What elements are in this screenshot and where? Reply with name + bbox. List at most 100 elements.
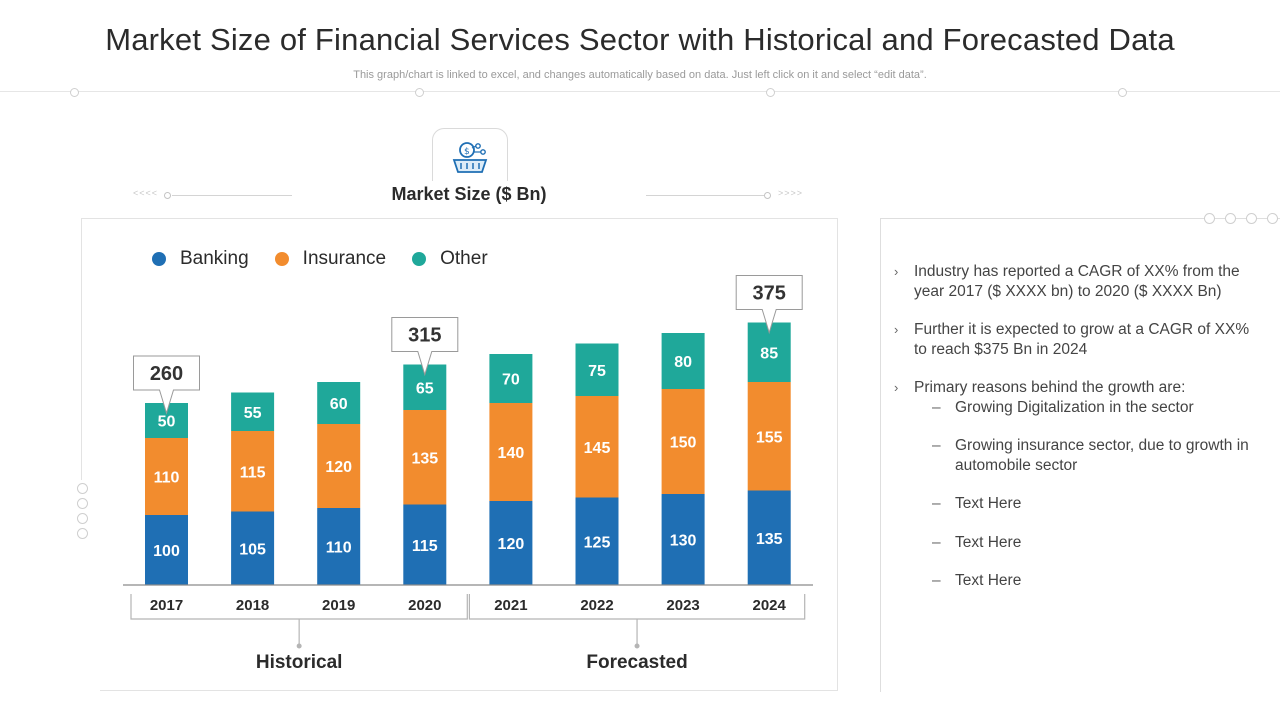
sub-list-item: – Text Here — [932, 533, 1254, 553]
sub-list-item: – Text Here — [932, 494, 1254, 514]
sub-marker: – — [932, 572, 941, 589]
bar-segment-banking — [231, 511, 275, 585]
list-item: › Further it is expected to grow at a CA… — [894, 320, 1254, 359]
sub-text: Growing Digitalization in the sector — [955, 398, 1194, 416]
data-label: 75 — [588, 363, 606, 380]
data-label: 50 — [158, 414, 176, 431]
bar-segment-insurance — [747, 382, 791, 491]
x-tick-label: 2024 — [753, 597, 787, 614]
data-label: 140 — [498, 445, 525, 462]
bar-segment-insurance — [317, 424, 361, 508]
bar-segment-other — [317, 382, 361, 424]
total-label: 375 — [753, 283, 786, 305]
x-tick-label: 2020 — [408, 597, 441, 614]
list-item: › Industry has reported a CAGR of XX% fr… — [894, 262, 1254, 301]
data-label: 80 — [674, 354, 692, 371]
legend-swatch — [274, 252, 289, 266]
bar-segment-banking — [489, 501, 533, 585]
data-label: 110 — [326, 540, 352, 557]
data-label: 55 — [244, 405, 262, 422]
bullet-text: Industry has reported a CAGR of XX% from… — [914, 263, 1240, 300]
bar-segment-insurance — [403, 410, 447, 505]
data-label: 145 — [584, 440, 611, 457]
sub-text: Growing insurance sector, due to growth … — [955, 437, 1249, 474]
sub-text: Text Here — [955, 572, 1022, 589]
data-label: 120 — [498, 536, 525, 553]
side-dot — [77, 498, 88, 509]
x-tick-label: 2019 — [322, 597, 355, 614]
heading-line-left — [172, 195, 292, 196]
data-label: 150 — [670, 435, 697, 452]
header-divider — [0, 91, 1280, 92]
page-subtitle: This graph/chart is linked to excel, and… — [353, 69, 927, 81]
sub-list-item: – Growing Digitalization in the sector — [932, 398, 1254, 418]
group-connector-dot — [634, 643, 640, 649]
bar-segment-banking — [747, 490, 791, 585]
divider-dot — [415, 88, 424, 97]
x-tick-label: 2021 — [494, 597, 527, 614]
page-title: Market Size of Financial Services Sector… — [105, 22, 1175, 57]
chart-frame-bottom-edge — [100, 690, 838, 691]
data-label: 85 — [760, 345, 778, 362]
legend-item-other: Other — [412, 248, 488, 270]
bar-segment-banking — [661, 494, 705, 585]
divider-dot — [766, 88, 775, 97]
chart-frame-left-edge — [81, 218, 82, 480]
sub-marker: – — [932, 533, 941, 551]
panel-dot — [1225, 213, 1236, 224]
data-label: 130 — [670, 533, 697, 550]
divider-dot — [1118, 88, 1127, 97]
bullet-marker: › — [894, 322, 899, 337]
total-callout — [133, 355, 200, 415]
data-label: 70 — [502, 372, 520, 389]
data-label: 60 — [330, 396, 348, 413]
left-arrows-decoration: <<<< — [133, 188, 159, 198]
bar-segment-banking — [403, 504, 447, 585]
x-tick-label: 2022 — [580, 597, 613, 614]
bar-segment-insurance — [575, 396, 619, 498]
bar-segment-banking — [317, 508, 361, 585]
data-label: 105 — [239, 541, 266, 558]
bar-segment-banking — [145, 515, 188, 585]
legend-label: Other — [440, 248, 488, 269]
side-dot — [77, 528, 88, 539]
insights-panel — [880, 218, 1280, 692]
bar-segment-insurance — [489, 403, 533, 501]
data-label: 135 — [411, 450, 438, 467]
data-label: 115 — [240, 464, 266, 481]
bar-segment-insurance — [145, 438, 188, 515]
bar-segment-insurance — [231, 431, 275, 512]
right-arrows-decoration: >>>> — [778, 188, 804, 198]
bullet-text: Primary reasons behind the growth are: — [914, 379, 1186, 396]
bar-segment-other — [489, 354, 533, 403]
sub-marker: – — [932, 398, 941, 416]
decoration-dot — [764, 192, 771, 199]
legend-item-insurance: Insurance — [274, 248, 386, 270]
data-label: 135 — [756, 531, 783, 548]
total-callout — [391, 317, 459, 377]
sub-text: Text Here — [955, 495, 1022, 512]
stacked-bar-chart: 100 110 50 2017 105 115 55 2018 110 120 60 2019 115 1… — [123, 275, 813, 673]
legend-swatch — [152, 252, 166, 266]
svg-text:$: $ — [464, 147, 470, 157]
x-tick-label: 2017 — [150, 597, 183, 614]
chart-title: Market Size ($ Bn) — [391, 184, 547, 204]
data-label: 65 — [416, 380, 434, 397]
total-callout — [735, 275, 803, 335]
legend-item-banking: Banking — [152, 248, 249, 270]
legend-swatch — [412, 252, 427, 266]
legend-label: Banking — [180, 248, 249, 269]
group-connector-dot — [296, 643, 302, 649]
group-label: Forecasted — [586, 652, 687, 673]
x-tick-label: 2023 — [666, 597, 699, 614]
chart-frame — [81, 218, 838, 691]
total-label: 315 — [408, 325, 441, 347]
panel-dot — [1246, 213, 1257, 224]
data-label: 155 — [756, 429, 783, 446]
side-dot — [77, 483, 88, 494]
data-label: 100 — [153, 543, 180, 560]
sub-list-item: – Text Here — [932, 571, 1254, 591]
panel-dot — [1267, 213, 1278, 224]
side-dot — [77, 513, 88, 524]
bar-segment-insurance — [661, 389, 705, 494]
